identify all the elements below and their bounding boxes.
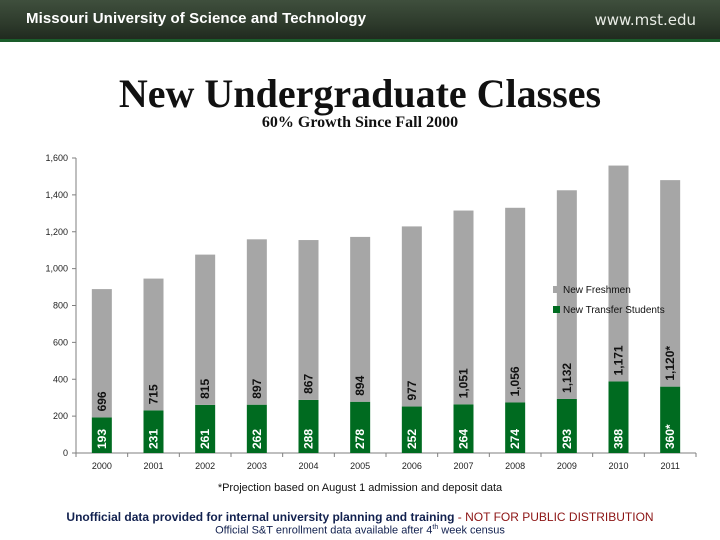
- page-title: New Undergraduate Classes: [118, 71, 602, 116]
- x-tick-label: 2011: [660, 461, 679, 471]
- x-tick-label: 2007: [453, 461, 473, 471]
- x-tick-label: 2002: [195, 461, 215, 471]
- data-label-freshmen: 977: [405, 380, 419, 400]
- bar-transfer-2001: [143, 410, 164, 453]
- header-banner: Missouri University of Science and Techn…: [0, 0, 720, 42]
- bar-freshmen-2005: [350, 236, 371, 402]
- bar-freshmen-2001: [143, 278, 164, 411]
- data-label-freshmen: 1,056: [508, 366, 522, 396]
- stacked-bar-chart: 0 200 400 600 800 1,000 1,200 1,400 1,600 2000 200…: [45, 153, 697, 471]
- y-tick-label: 1,200: [45, 227, 68, 237]
- legend-label-freshmen: New Freshmen: [563, 285, 631, 296]
- data-label-freshmen: 715: [147, 384, 161, 404]
- data-label-transfer: 252: [405, 429, 419, 449]
- website-url[interactable]: www.mst.edu: [594, 11, 696, 29]
- disclaimer-line-2: Official S&T enrollment data available a…: [0, 524, 720, 537]
- data-label-transfer: 293: [560, 429, 574, 449]
- bar-freshmen-2002: [195, 254, 216, 405]
- bar-freshmen-2007: [453, 210, 474, 405]
- projection-footnote: *Projection based on August 1 admission …: [217, 482, 503, 494]
- bar-freshmen-2011: [660, 180, 681, 387]
- bar-freshmen-2003: [246, 239, 267, 405]
- bar-transfer-2002: [195, 404, 216, 453]
- bar-freshmen-2004: [298, 240, 319, 400]
- data-label-transfer: 388: [612, 429, 626, 449]
- x-tick-label: 2004: [298, 461, 318, 471]
- bar-transfer-2000: [91, 417, 112, 453]
- x-tick-label: 2009: [557, 461, 577, 471]
- y-tick-label: 600: [53, 337, 68, 347]
- x-tick-label: 2001: [143, 461, 163, 471]
- bar-transfer-2005: [350, 401, 371, 453]
- bar-transfer-2011: [660, 386, 681, 453]
- disclaimer-official-text: Official S&T enrollment data available a…: [215, 524, 433, 537]
- y-tick-label: 200: [53, 411, 68, 421]
- bar-freshmen-2010: [608, 165, 629, 382]
- x-tick-label: 2000: [92, 461, 112, 471]
- x-tick-label: 2006: [402, 461, 422, 471]
- y-tick-label: 1,400: [45, 190, 68, 200]
- bar-freshmen-2008: [505, 207, 526, 403]
- bar-freshmen-2009: [556, 190, 577, 399]
- legend-swatch-freshmen: [553, 286, 560, 293]
- disclaimer-census-text: week census: [438, 524, 505, 537]
- bar-transfer-2009: [556, 398, 577, 453]
- data-label-freshmen: 867: [302, 374, 316, 394]
- disclaimer-line-1: Unofficial data provided for internal un…: [0, 510, 720, 524]
- bar-freshmen-2000: [91, 289, 112, 418]
- bar-transfer-2003: [246, 404, 267, 453]
- chart-legend: New Freshmen New Transfer Students: [553, 285, 665, 316]
- data-label-freshmen: 815: [198, 379, 212, 399]
- y-tick-label: 400: [53, 374, 68, 384]
- bar-freshmen-2006: [401, 226, 422, 407]
- bar-transfer-2008: [505, 402, 526, 453]
- y-tick-label: 1,600: [45, 153, 68, 163]
- page-subtitle: 60% Growth Since Fall 2000: [261, 114, 459, 131]
- x-tick-label: 2003: [247, 461, 267, 471]
- bar-transfer-2007: [453, 404, 474, 453]
- disclaimer-not-public: NOT FOR PUBLIC DISTRIBUTION: [465, 510, 654, 524]
- chart-data-labels: 193 696 231 715 261 815 262 897 288 867 278 894 252 9…: [95, 345, 677, 449]
- bar-transfer-2010: [608, 381, 629, 453]
- y-tick-label: 1,000: [45, 264, 68, 274]
- data-label-transfer: 288: [302, 429, 316, 449]
- data-label-transfer: 262: [250, 429, 264, 449]
- disclaimer-superscript: th: [432, 524, 439, 531]
- data-label-freshmen: 1,171: [612, 345, 626, 375]
- data-label-transfer: 264: [457, 429, 471, 449]
- data-label-freshmen: 1,051: [457, 368, 471, 398]
- data-label-freshmen: 1,132: [560, 363, 574, 393]
- disclaimer-unofficial: Unofficial data provided for internal un…: [66, 510, 455, 524]
- data-label-transfer: 278: [353, 429, 367, 449]
- y-tick-label: 800: [53, 301, 68, 311]
- data-label-transfer: 274: [508, 429, 522, 449]
- bar-transfer-2006: [401, 406, 422, 453]
- bar-transfer-2004: [298, 399, 319, 453]
- data-label-freshmen: 897: [250, 378, 264, 398]
- legend-swatch-transfer: [553, 306, 560, 313]
- disclaimer-separator: -: [454, 510, 466, 524]
- data-label-transfer: 231: [147, 429, 161, 449]
- x-tick-label: 2010: [608, 461, 628, 471]
- data-label-transfer: 360*: [663, 424, 677, 449]
- data-label-freshmen: 696: [95, 391, 109, 411]
- data-label-freshmen: 894: [353, 375, 367, 395]
- legend-label-transfer: New Transfer Students: [563, 305, 665, 316]
- x-tick-label: 2005: [350, 461, 370, 471]
- data-label-transfer: 193: [95, 429, 109, 449]
- chart-axes: 0 200 400 600 800 1,000 1,200 1,400 1,600 2000 200…: [45, 153, 697, 471]
- y-tick-label: 0: [63, 448, 68, 458]
- university-name: Missouri University of Science and Techn…: [26, 10, 367, 27]
- data-label-transfer: 261: [198, 429, 212, 449]
- data-label-freshmen: 1,120*: [663, 346, 677, 381]
- x-tick-label: 2008: [505, 461, 525, 471]
- chart-bars: [91, 165, 681, 453]
